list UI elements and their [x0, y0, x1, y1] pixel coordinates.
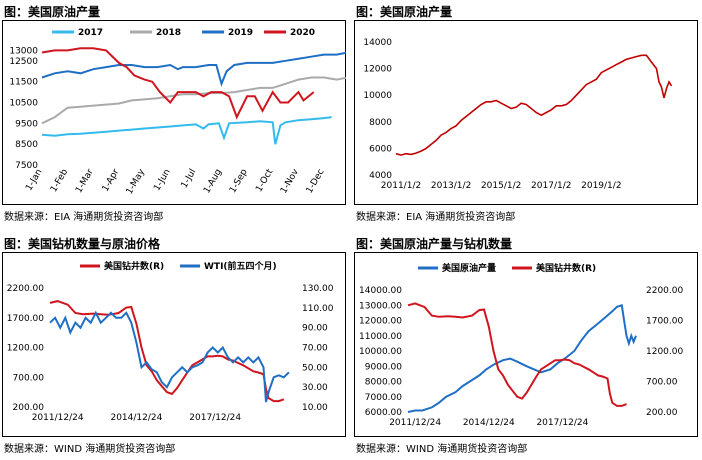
- y-right-tick-label: 200.00: [646, 408, 678, 418]
- panel-3-title: 图：美国钻机数量与原油价格: [4, 237, 161, 251]
- legend-label: 2020: [290, 28, 315, 38]
- x-tick-label: 1-Jul: [180, 168, 199, 191]
- panel-4-title: 图：美国原油产量与钻机数量: [356, 237, 513, 251]
- y-right-tick-label: 110.00: [302, 304, 334, 314]
- x-tick-label: 2011/12/24: [32, 413, 84, 423]
- panel-3-frame: [2, 252, 346, 437]
- y-left-tick-label: 7000.00: [365, 393, 402, 403]
- panel-2-source: 数据来源：EIA 海通期货投资咨询部: [356, 212, 516, 223]
- x-tick-label: 1-May: [125, 167, 148, 196]
- x-tick-label: 1-Nov: [279, 167, 301, 196]
- legend-label: 2018: [156, 28, 181, 38]
- y-tick-label: 8500: [15, 140, 38, 150]
- y-left-tick-label: 1200.00: [7, 344, 44, 354]
- series-line: [41, 116, 332, 145]
- x-tick-label: 2011/12/24: [389, 418, 441, 428]
- panel-4: 图：美国原油产量与钻机数量 14000.00 13000.00 12000.00 11…: [352, 232, 702, 460]
- panel-2: 图：美国原油产量 14000 12000 10000 8000 6000 4000 2011…: [352, 0, 702, 228]
- y-right-tick-label: 2200.00: [646, 286, 683, 296]
- x-tick-label: 1-Mar: [74, 167, 96, 195]
- series-line: [41, 51, 346, 87]
- y-left-tick-label: 8000.00: [365, 378, 402, 388]
- y-tick-label: 6000: [369, 144, 392, 154]
- x-tick-label: 1-Jan: [24, 168, 44, 193]
- panel-2-title: 图：美国原油产量: [356, 5, 453, 19]
- y-tick-label: 10000: [363, 91, 392, 101]
- legend-label: 2019: [228, 28, 253, 38]
- y-left-tick-label: 11000.00: [359, 332, 402, 342]
- legend-label: WTI(前五四个月): [204, 260, 277, 272]
- panel-3-source: 数据来源：WIND 海通期货投资咨询部: [4, 444, 176, 455]
- y-tick-label: 14000: [363, 38, 392, 48]
- series-line: [49, 310, 290, 403]
- y-right-tick-label: 130.00: [302, 284, 334, 294]
- y-tick-label: 4000: [369, 171, 392, 181]
- x-tick-label: 1-Jun: [152, 168, 172, 193]
- x-tick-label: 2011/1/2: [381, 181, 421, 191]
- series-line: [395, 54, 673, 156]
- x-tick-label: 1-Feb: [49, 167, 70, 194]
- x-tick-label: 1-Apr: [101, 167, 122, 193]
- y-left-tick-label: 2200.00: [7, 284, 44, 294]
- y-tick-label: 10500: [9, 99, 38, 109]
- chart-3: 2200.00 1700.00 1200.00 700.00 200.00 130.00 1…: [7, 260, 334, 423]
- x-tick-label: 2013/1/2: [431, 181, 471, 191]
- x-tick-label: 2017/12/24: [189, 413, 241, 423]
- y-right-tick-label: 90.00: [302, 324, 328, 334]
- y-left-tick-label: 9000.00: [365, 362, 402, 372]
- legend-label: 美国原油产量: [442, 262, 496, 274]
- series-line: [49, 300, 285, 403]
- y-left-tick-label: 6000.00: [365, 408, 402, 418]
- y-right-tick-label: 50.00: [302, 363, 328, 373]
- x-tick-label: 1-Oct: [254, 167, 275, 194]
- series-line: [41, 76, 346, 125]
- legend-label: 美国钻井数(R): [104, 260, 164, 272]
- series-line: [407, 302, 627, 407]
- y-tick-label: 9500: [15, 119, 38, 129]
- y-tick-label: 11500: [9, 78, 38, 88]
- y-right-tick-label: 1200.00: [646, 347, 683, 357]
- panel-1-title: 图：美国原油产量: [4, 5, 101, 19]
- y-tick-label: 8000: [369, 118, 392, 128]
- y-right-tick-label: 70.00: [302, 344, 328, 354]
- panel-1: 图：美国原油产量 13000 12500 11500 10500 9500 8500 750…: [0, 0, 348, 228]
- x-tick-label: 2015/1/2: [481, 181, 521, 191]
- x-tick-label: 1-Dec: [305, 167, 327, 195]
- panel-3: 图：美国钻机数量与原油价格 2200.00 1700.00 1200.00 700.0…: [0, 232, 348, 460]
- y-tick-label: 12500: [9, 57, 38, 67]
- y-tick-label: 13000: [9, 46, 38, 56]
- y-left-tick-label: 200.00: [13, 403, 45, 413]
- series-line: [41, 47, 315, 120]
- y-tick-label: 12000: [363, 65, 392, 75]
- series-line: [407, 303, 637, 413]
- panel-4-source: 数据来源：WIND 海通期货投资咨询部: [356, 444, 528, 455]
- panel-1-source: 数据来源：EIA 海通期货投资咨询部: [4, 212, 164, 223]
- y-right-tick-label: 1700.00: [646, 317, 683, 327]
- panel-4-frame: [354, 252, 698, 437]
- x-tick-label: 2017/1/2: [531, 181, 571, 191]
- x-tick-label: 1-Sep: [228, 167, 250, 195]
- y-right-tick-label: 30.00: [302, 383, 328, 393]
- y-left-tick-label: 1700.00: [7, 314, 44, 324]
- y-left-tick-label: 13000.00: [359, 301, 402, 311]
- y-right-tick-label: 700.00: [646, 378, 678, 388]
- x-tick-label: 1-Aug: [202, 168, 224, 196]
- y-left-tick-label: 14000.00: [359, 286, 402, 296]
- y-right-tick-label: 10.00: [302, 403, 328, 413]
- x-tick-label: 2014/12/24: [463, 418, 515, 428]
- y-tick-label: 7500: [15, 161, 38, 171]
- x-tick-label: 2017/12/24: [536, 418, 588, 428]
- legend-label: 2017: [78, 28, 103, 38]
- x-tick-label: 2014/12/24: [110, 413, 162, 423]
- chart-4: 14000.00 13000.00 12000.00 11000.00 10000.00…: [359, 262, 683, 428]
- legend-label: 美国钻井数(R): [536, 262, 596, 274]
- panel-2-frame: [354, 20, 698, 205]
- y-left-tick-label: 12000.00: [359, 317, 402, 327]
- y-left-tick-label: 700.00: [13, 373, 45, 383]
- y-left-tick-label: 10000.00: [359, 347, 402, 357]
- panel-1-frame: [2, 20, 346, 205]
- x-tick-label: 2019/1/2: [581, 181, 621, 191]
